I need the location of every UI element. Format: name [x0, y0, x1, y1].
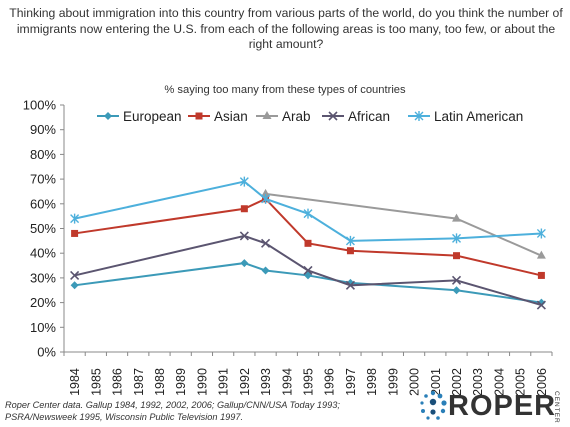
data-point	[537, 271, 545, 279]
series-arab	[261, 188, 546, 259]
y-tick-label: 70%	[30, 172, 56, 187]
data-point	[414, 111, 424, 121]
data-point	[345, 280, 356, 290]
data-point	[328, 111, 338, 121]
series-european	[70, 259, 546, 307]
data-point	[239, 231, 249, 241]
x-tick-label: 1986	[111, 368, 125, 396]
data-point	[240, 259, 249, 268]
data-point	[453, 252, 461, 260]
x-tick-label: 1996	[323, 368, 337, 396]
legend-item: Asian	[188, 109, 248, 124]
logo-dots-icon	[420, 390, 447, 420]
data-point	[345, 235, 355, 246]
x-tick-label: 1993	[259, 368, 273, 396]
x-tick-label: 2002	[450, 368, 464, 396]
data-point	[451, 275, 462, 285]
series-african	[70, 231, 546, 310]
data-point	[536, 250, 546, 259]
x-tick-label: 1992	[238, 368, 252, 396]
data-point	[70, 281, 79, 290]
series-line	[74, 262, 542, 304]
survey-question: Thinking about immigration into this cou…	[9, 6, 563, 51]
roper-center-logo: ROPER CENTER	[418, 389, 568, 425]
chart-series	[70, 176, 546, 310]
data-point	[71, 229, 79, 237]
series-latin-american	[70, 176, 546, 246]
x-tick-label: 1991	[217, 368, 231, 396]
data-point	[104, 112, 112, 120]
legend-item: Arab	[256, 109, 311, 124]
chart-axes: 0% 10% 20% 30% 40% 50% 60% 70% 80% 90% 100% 1984 198…	[23, 98, 553, 396]
series-asian	[71, 195, 545, 279]
x-tick-label: 1988	[153, 368, 167, 396]
logo-wordmark: ROPER	[448, 390, 557, 422]
x-tick-label: 1984	[68, 368, 82, 396]
y-tick-label: 20%	[30, 295, 56, 310]
data-point	[304, 239, 312, 247]
y-tick-label: 90%	[30, 122, 56, 137]
logo-subtext: CENTER	[553, 391, 560, 424]
data-point	[452, 286, 461, 295]
x-tick-label: 1990	[195, 368, 209, 396]
y-tick-label: 30%	[30, 270, 56, 285]
data-point	[261, 193, 271, 204]
data-point	[261, 266, 270, 275]
data-point	[536, 228, 546, 239]
y-tick-label: 100%	[23, 98, 57, 113]
data-point	[536, 300, 546, 310]
data-point	[262, 111, 272, 119]
legend-label: Arab	[282, 109, 311, 124]
y-tick-label: 80%	[30, 147, 56, 162]
y-tick-label: 10%	[30, 320, 56, 335]
x-tick-label: 1987	[132, 368, 146, 396]
legend-item: African	[322, 109, 390, 124]
y-tick-label: 40%	[30, 246, 56, 261]
legend-item: European	[97, 109, 182, 124]
legend-item: Latin American	[408, 109, 523, 124]
x-tick-label: 2006	[535, 368, 549, 396]
data-point	[70, 270, 80, 280]
data-point	[452, 233, 462, 244]
legend-label: Latin American	[434, 109, 523, 124]
data-point	[239, 176, 249, 187]
x-tick-label: 1989	[174, 368, 188, 396]
y-tick-label: 50%	[30, 221, 56, 236]
x-tick-label: 1998	[365, 368, 379, 396]
data-point	[70, 213, 80, 224]
x-tick-label: 1985	[89, 368, 103, 396]
x-tick-label: 2005	[514, 368, 528, 396]
x-tick-label: 1997	[344, 368, 358, 396]
x-tick-label: 2001	[429, 368, 443, 396]
x-tick-label: 2000	[408, 368, 422, 396]
legend-label: African	[348, 109, 390, 124]
data-point	[346, 247, 354, 255]
data-point	[261, 188, 271, 197]
x-tick-label: 1999	[386, 368, 400, 396]
x-tick-label: 1995	[302, 368, 316, 396]
y-tick-label: 60%	[30, 196, 56, 211]
x-tick-label: 1994	[280, 368, 294, 396]
x-tick-label: 2004	[492, 368, 506, 396]
line-chart: 0% 10% 20% 30% 40% 50% 60% 70% 80% 90% 100% 1984 198…	[23, 98, 553, 396]
legend-label: European	[123, 109, 182, 124]
data-point	[452, 213, 462, 222]
data-point	[240, 205, 248, 213]
legend-label: Asian	[214, 109, 248, 124]
source-note: Roper Center data. Gallup 1984, 1992, 20…	[5, 400, 340, 422]
data-point	[303, 265, 313, 276]
data-point	[195, 112, 203, 120]
chart-legend: European Asian Arab African Latin American	[97, 109, 523, 124]
data-point	[303, 208, 313, 219]
chart-title: % saying too many from these types of co…	[164, 84, 406, 96]
data-point	[260, 238, 271, 248]
y-tick-label: 0%	[37, 345, 56, 360]
x-tick-label: 2003	[471, 368, 485, 396]
